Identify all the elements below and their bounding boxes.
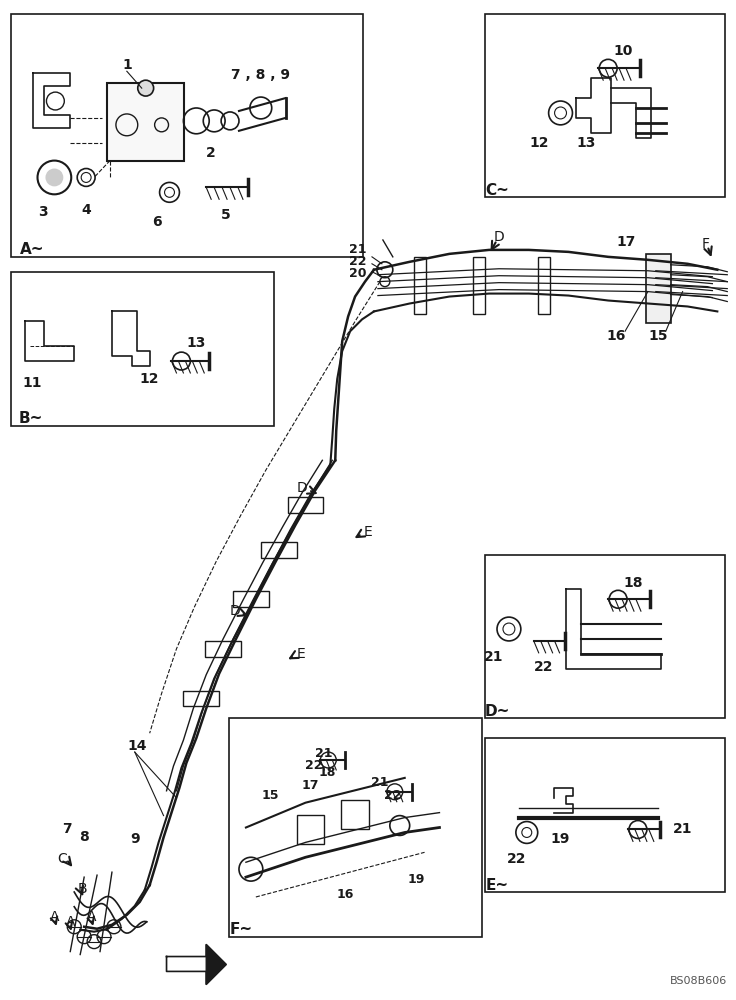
- Text: 22: 22: [384, 789, 402, 802]
- Text: 4: 4: [81, 203, 91, 217]
- Text: 21: 21: [314, 747, 332, 760]
- Text: 14: 14: [127, 739, 146, 753]
- Text: 17: 17: [302, 779, 319, 792]
- Text: A: A: [49, 910, 59, 924]
- Text: A: A: [88, 910, 97, 924]
- Circle shape: [138, 80, 154, 96]
- Text: 6: 6: [152, 215, 161, 229]
- Text: A~: A~: [21, 242, 45, 257]
- Text: 21: 21: [350, 243, 367, 256]
- Text: 1: 1: [122, 58, 132, 72]
- Text: 12: 12: [529, 136, 548, 150]
- Text: A: A: [66, 915, 75, 929]
- Bar: [183, 691, 219, 706]
- Bar: [414, 257, 425, 314]
- Text: 9: 9: [130, 832, 140, 846]
- Bar: [485, 555, 725, 718]
- Text: 11: 11: [23, 376, 42, 390]
- Text: F: F: [701, 237, 710, 251]
- Text: 5: 5: [222, 208, 231, 222]
- Text: 15: 15: [262, 789, 280, 802]
- Bar: [485, 14, 725, 197]
- Text: BS08B606: BS08B606: [670, 976, 727, 986]
- Bar: [233, 591, 269, 607]
- Bar: [646, 254, 670, 323]
- Bar: [261, 542, 297, 558]
- Text: 13: 13: [187, 336, 206, 350]
- Circle shape: [46, 169, 63, 186]
- Text: 19: 19: [408, 873, 425, 886]
- Text: 13: 13: [576, 136, 596, 150]
- Polygon shape: [206, 945, 226, 984]
- Text: E: E: [364, 525, 372, 539]
- Text: 3: 3: [38, 205, 47, 219]
- Text: 22: 22: [305, 759, 322, 772]
- Text: 21: 21: [673, 822, 692, 836]
- Bar: [342, 800, 369, 829]
- Text: 18: 18: [623, 576, 643, 590]
- Text: 20: 20: [350, 267, 367, 280]
- Text: D: D: [230, 604, 241, 618]
- Bar: [538, 257, 550, 314]
- Text: 15: 15: [648, 329, 668, 343]
- Text: 17: 17: [616, 235, 636, 249]
- Text: 21: 21: [484, 650, 503, 664]
- Text: 2: 2: [206, 146, 216, 160]
- Bar: [229, 718, 482, 937]
- Bar: [473, 257, 485, 314]
- Bar: [11, 272, 274, 426]
- Text: 12: 12: [140, 372, 160, 386]
- Bar: [297, 815, 325, 844]
- Text: 7: 7: [63, 822, 72, 836]
- Text: E~: E~: [486, 878, 509, 893]
- Text: 16: 16: [606, 329, 626, 343]
- Text: 22: 22: [350, 255, 367, 268]
- Text: 19: 19: [551, 832, 570, 846]
- Bar: [205, 641, 241, 657]
- Text: 21: 21: [371, 776, 389, 789]
- Text: 22: 22: [534, 660, 553, 674]
- Text: C~: C~: [485, 183, 509, 198]
- Bar: [107, 83, 185, 161]
- Text: 16: 16: [336, 888, 354, 901]
- Text: 7 , 8 , 9: 7 , 8 , 9: [231, 68, 290, 82]
- Text: E: E: [296, 647, 305, 661]
- Text: 8: 8: [79, 830, 89, 844]
- Bar: [11, 14, 363, 257]
- Text: 10: 10: [613, 44, 633, 58]
- Text: 22: 22: [507, 852, 527, 866]
- Text: 18: 18: [319, 766, 336, 779]
- Bar: [288, 497, 323, 513]
- Text: B~: B~: [18, 411, 43, 426]
- Text: C: C: [57, 852, 67, 866]
- Text: B: B: [77, 882, 87, 896]
- Text: D: D: [297, 481, 308, 495]
- Bar: [485, 738, 725, 892]
- Text: F~: F~: [230, 922, 252, 937]
- Text: D: D: [494, 230, 504, 244]
- Text: D~: D~: [484, 704, 510, 719]
